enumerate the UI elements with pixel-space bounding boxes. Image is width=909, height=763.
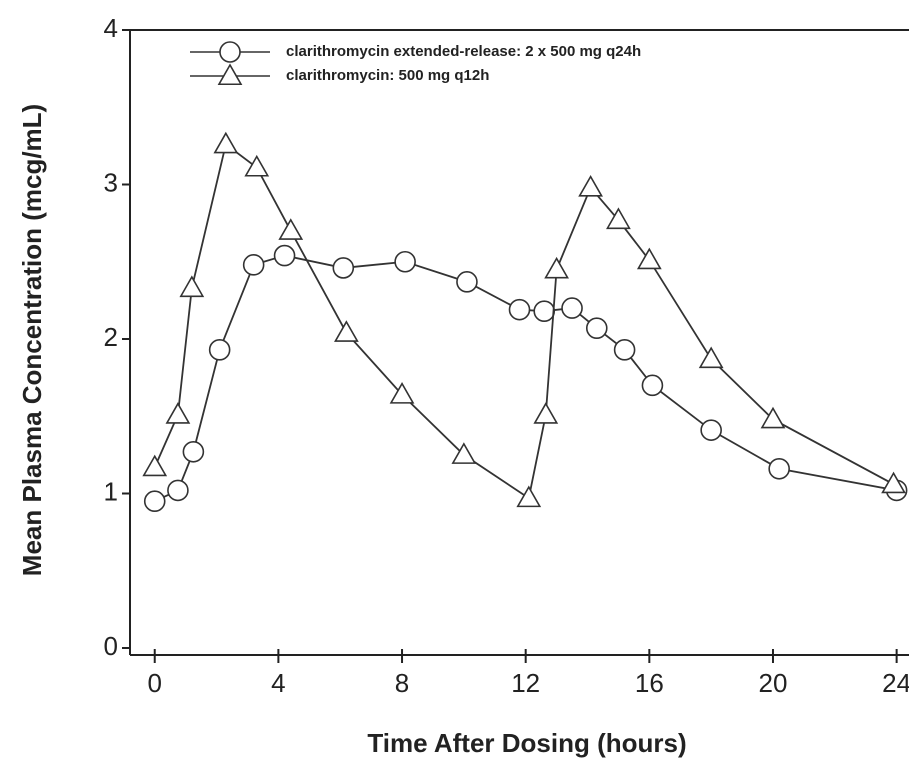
data-point (508, 298, 531, 321)
y-tick-label: 3 (104, 167, 118, 197)
legend-label: clarithromycin: 500 mg q12h (286, 67, 489, 84)
data-point (242, 254, 265, 276)
y-tick-label: 1 (104, 476, 118, 506)
data-point (182, 440, 205, 463)
y-axis-title: Mean Plasma Concentration (mcg/mL) (17, 104, 47, 576)
y-tick-label: 2 (104, 322, 118, 352)
data-point (179, 275, 205, 298)
data-point (641, 374, 664, 397)
x-tick-label: 0 (147, 668, 161, 698)
data-point (578, 174, 603, 197)
x-tick-label: 16 (635, 668, 664, 698)
data-point (167, 479, 189, 502)
data-point (760, 406, 786, 429)
legend-marker (219, 41, 241, 63)
data-point (394, 250, 416, 273)
x-tick-label: 12 (511, 668, 540, 698)
data-point (636, 247, 662, 270)
x-axis-title: Time After Dosing (hours) (367, 728, 686, 758)
data-point (451, 442, 477, 464)
data-point (208, 339, 231, 361)
data-point (278, 218, 304, 240)
series-line (154, 254, 897, 503)
data-point (244, 154, 270, 177)
data-point (213, 131, 239, 154)
data-point (533, 300, 556, 322)
x-tick-label: 4 (271, 668, 285, 698)
data-point (533, 402, 559, 424)
data-point (332, 257, 355, 279)
data-point (143, 490, 166, 513)
data-point (698, 346, 724, 369)
y-tick-label: 0 (104, 631, 118, 661)
legend-marker (217, 63, 243, 86)
x-tick-label: 24 (882, 668, 909, 698)
data-point (613, 339, 636, 361)
data-point (881, 471, 906, 494)
legend-label: clarithromycin extended-release: 2 x 500… (286, 43, 641, 60)
data-point (700, 419, 722, 441)
x-tick-label: 8 (395, 668, 409, 698)
data-point (544, 256, 569, 279)
data-point (456, 271, 478, 293)
data-point (273, 244, 296, 267)
data-point (768, 457, 790, 480)
x-tick-label: 20 (759, 668, 788, 698)
data-point (165, 402, 191, 424)
data-point (606, 207, 631, 230)
data-point (334, 320, 359, 342)
data-point (389, 382, 415, 404)
data-point (561, 297, 583, 319)
data-point (516, 485, 542, 508)
data-point (142, 454, 168, 477)
series-line (153, 142, 894, 500)
data-point (585, 317, 608, 339)
y-tick-label: 4 (104, 13, 118, 43)
